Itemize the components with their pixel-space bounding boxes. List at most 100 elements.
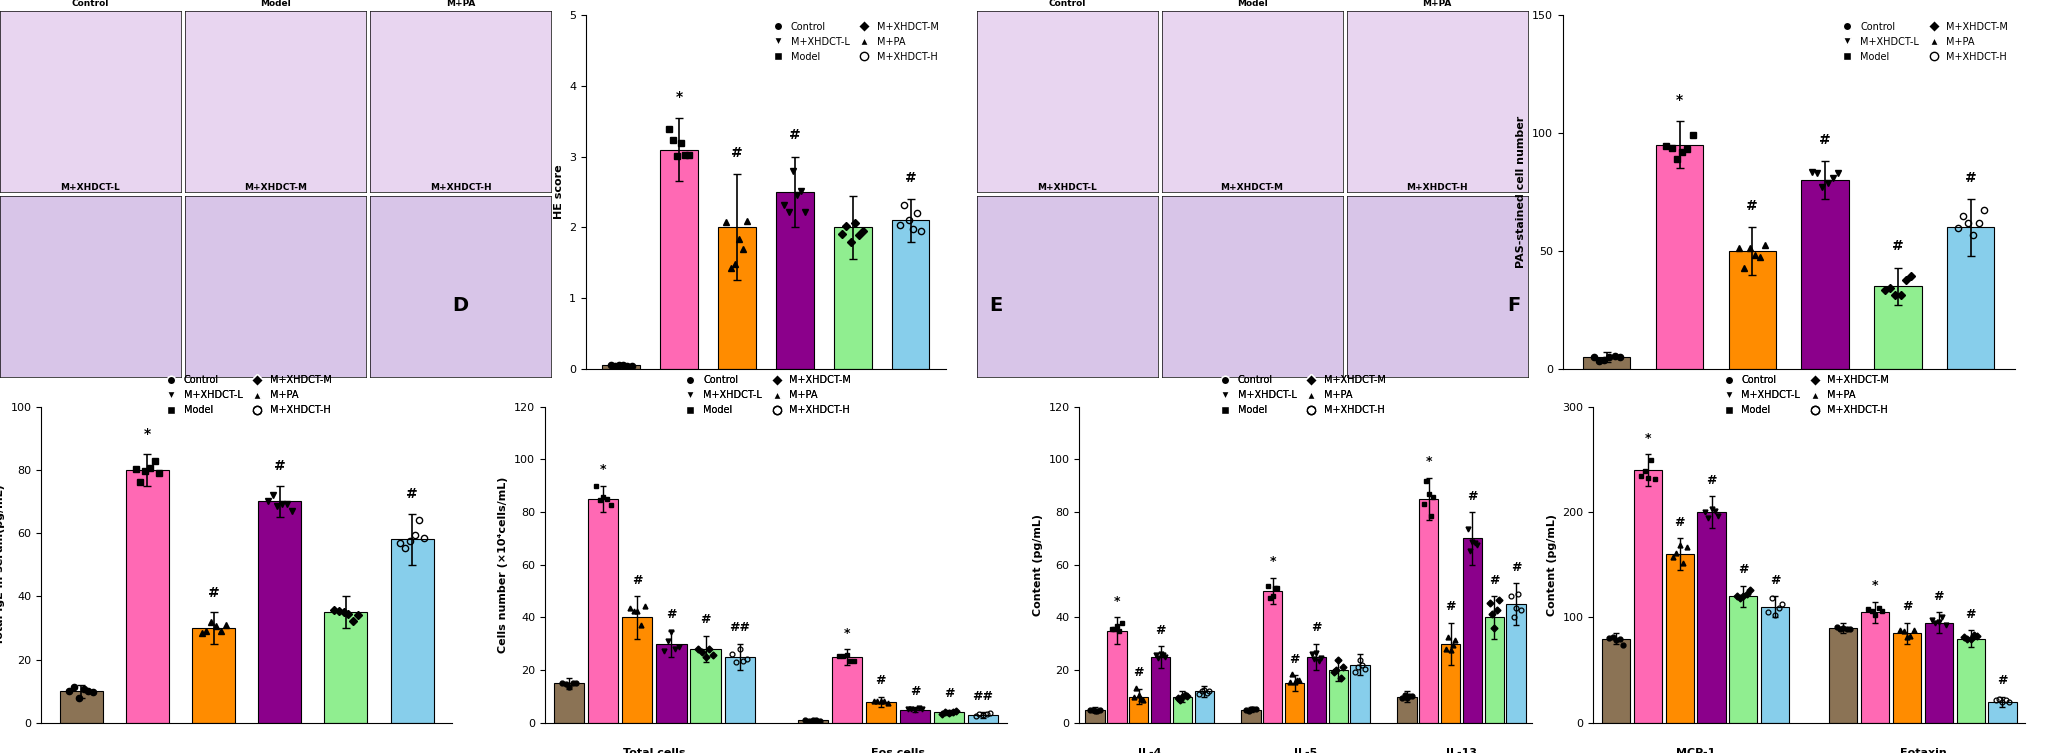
Text: #: # — [876, 674, 886, 687]
Bar — [1328, 670, 1349, 723]
Text: *: * — [843, 626, 849, 639]
Bar — [1830, 628, 1857, 723]
Text: #: # — [1746, 200, 1758, 213]
Text: M+PA: M+PA — [446, 0, 475, 8]
Text: M+XHDCT-L: M+XHDCT-L — [1036, 183, 1098, 192]
Text: #: # — [944, 687, 954, 700]
Bar — [1762, 607, 1789, 723]
Bar — [1957, 639, 1984, 723]
Text: #: # — [905, 171, 917, 185]
Bar — [259, 501, 302, 723]
Text: D: D — [452, 296, 469, 315]
Y-axis label: PAS-stained cell number: PAS-stained cell number — [1515, 116, 1526, 268]
Text: #: # — [701, 614, 711, 626]
Bar — [1924, 623, 1953, 723]
Text: #: # — [1933, 590, 1945, 602]
Text: #: # — [1737, 563, 1750, 576]
Y-axis label: HE score: HE score — [553, 165, 563, 219]
Bar — [391, 539, 434, 723]
Text: F: F — [1507, 296, 1519, 315]
Text: ##: ## — [972, 690, 993, 703]
Y-axis label: Total IgE in serum(pg/mL): Total IgE in serum(pg/mL) — [0, 484, 4, 645]
Text: M+XHDCT-M: M+XHDCT-M — [1221, 183, 1283, 192]
Text: *: * — [1425, 456, 1433, 468]
Text: #: # — [1770, 574, 1780, 587]
Legend: Control, M+XHDCT-L, Model, M+XHDCT-M, M+PA, M+XHDCT-H: Control, M+XHDCT-L, Model, M+XHDCT-M, M+… — [1211, 371, 1390, 419]
Text: #: # — [732, 146, 742, 160]
Bar — [1462, 538, 1482, 723]
Text: #: # — [631, 574, 644, 587]
Bar — [835, 227, 872, 369]
Text: #: # — [1468, 489, 1478, 502]
Text: M+XHDCT-L: M+XHDCT-L — [60, 183, 121, 192]
Bar — [1988, 702, 2017, 723]
Bar — [1398, 697, 1417, 723]
Text: #: # — [208, 586, 220, 599]
Text: Model: Model — [1238, 0, 1266, 8]
Bar — [968, 715, 997, 723]
Bar — [191, 628, 234, 723]
Text: #: # — [1706, 474, 1717, 486]
Text: #: # — [790, 129, 800, 142]
Text: E: E — [989, 296, 1001, 315]
Text: *: * — [1645, 431, 1651, 444]
Text: #: # — [1892, 239, 1904, 253]
Legend: Control, M+XHDCT-L, Model, M+XHDCT-M, M+PA, M+XHDCT-H: Control, M+XHDCT-L, Model, M+XHDCT-M, M+… — [676, 371, 855, 419]
Bar — [1635, 470, 1661, 723]
Text: #: # — [407, 487, 417, 501]
Bar — [1351, 665, 1369, 723]
Bar — [1484, 617, 1503, 723]
Text: Model: Model — [261, 0, 290, 8]
Bar — [325, 612, 368, 723]
Bar — [866, 702, 896, 723]
Text: #: # — [1489, 574, 1499, 587]
Bar — [1108, 631, 1127, 723]
Text: #: # — [1289, 653, 1299, 666]
Text: #: # — [1966, 608, 1976, 620]
Text: M+PA: M+PA — [1423, 0, 1452, 8]
Text: #: # — [1966, 171, 1976, 185]
Bar — [1086, 709, 1104, 723]
Text: *: * — [144, 428, 150, 441]
Bar — [1665, 554, 1694, 723]
Bar — [798, 720, 829, 723]
Text: IL-4: IL-4 — [1137, 748, 1162, 753]
Bar — [1894, 633, 1920, 723]
Bar — [1729, 596, 1758, 723]
Bar — [1308, 657, 1326, 723]
Bar — [933, 712, 964, 723]
Text: *: * — [1269, 556, 1277, 569]
Bar — [775, 192, 814, 369]
Text: B: B — [923, 0, 938, 3]
Text: *: * — [1114, 595, 1121, 608]
Text: #: # — [1155, 624, 1166, 637]
Text: IL-13: IL-13 — [1445, 748, 1476, 753]
Bar — [1507, 604, 1526, 723]
Text: Control: Control — [72, 0, 109, 8]
Text: #: # — [1902, 600, 1912, 613]
Bar — [623, 617, 652, 723]
Bar — [602, 365, 639, 369]
Text: #: # — [666, 608, 676, 621]
Bar — [724, 657, 755, 723]
Text: #: # — [1820, 133, 1832, 147]
Text: #: # — [1996, 674, 2009, 687]
Text: M+XHDCT-H: M+XHDCT-H — [430, 183, 491, 192]
Bar — [60, 691, 103, 723]
Bar — [1441, 644, 1460, 723]
Bar — [1262, 591, 1283, 723]
Bar — [1419, 499, 1439, 723]
Bar — [1698, 512, 1725, 723]
Y-axis label: Content (pg/mL): Content (pg/mL) — [1032, 514, 1042, 616]
Bar — [1947, 227, 1994, 369]
Text: #: # — [1133, 666, 1143, 679]
Bar — [691, 649, 720, 723]
Bar — [588, 499, 619, 723]
Bar — [1801, 180, 1848, 369]
Text: *: * — [676, 90, 683, 104]
Text: Total cells: Total cells — [623, 748, 685, 753]
Bar — [892, 221, 929, 369]
Bar — [1602, 639, 1630, 723]
Text: *: * — [1676, 93, 1684, 107]
Bar — [1129, 697, 1149, 723]
